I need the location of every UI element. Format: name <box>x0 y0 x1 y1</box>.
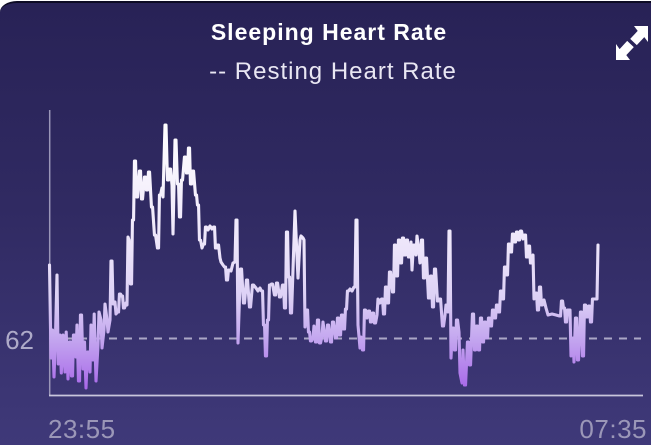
svg-text:07:35: 07:35 <box>579 414 647 444</box>
svg-text:23:55: 23:55 <box>48 414 116 444</box>
svg-text:62: 62 <box>5 325 34 355</box>
